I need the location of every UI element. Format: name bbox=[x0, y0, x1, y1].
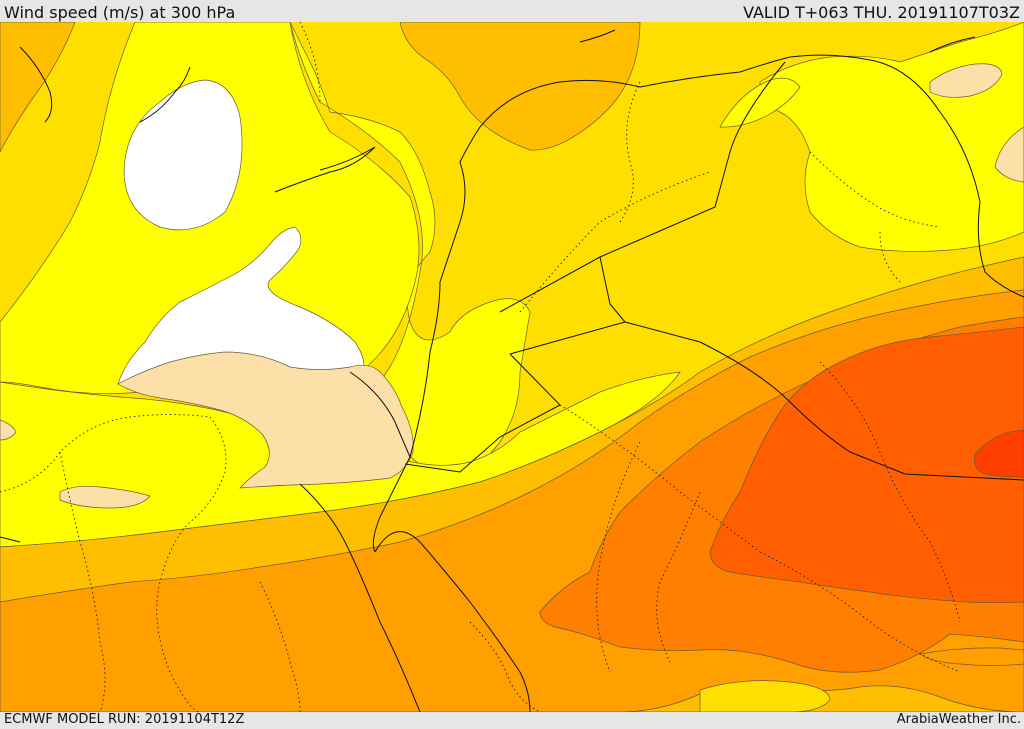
wind-speed-map bbox=[0, 22, 1024, 712]
credit-label: ArabiaWeather Inc. bbox=[896, 712, 1021, 727]
contour-red bbox=[974, 429, 1024, 478]
contour-yellow-lake bbox=[719, 77, 801, 128]
contour-beige-west bbox=[0, 419, 17, 441]
header-bar: Wind speed (m/s) at 300 hPa VALID T+063 … bbox=[0, 0, 1024, 22]
footer-bar: ECMWF MODEL RUN: 20191104T12Z ArabiaWeat… bbox=[0, 712, 1024, 729]
map-title: Wind speed (m/s) at 300 hPa bbox=[4, 3, 236, 22]
contour-yellow-sliver bbox=[699, 680, 831, 712]
contour-beige-east bbox=[994, 126, 1024, 183]
contour-beige-libya bbox=[59, 485, 151, 509]
valid-time-label: VALID T+063 THU. 20191107T03Z bbox=[743, 3, 1020, 22]
province-boundaries bbox=[0, 22, 961, 712]
contour-orange-tail bbox=[919, 647, 1024, 666]
country-borders bbox=[0, 29, 1024, 712]
contour-amber-northwest bbox=[0, 22, 76, 153]
model-run-label: ECMWF MODEL RUN: 20191104T12Z bbox=[4, 712, 245, 727]
contour-yellow-west bbox=[135, 22, 531, 475]
contour-beige-egypt bbox=[117, 351, 414, 489]
contour-white-north bbox=[123, 79, 243, 231]
contour-beige-iran bbox=[929, 63, 1003, 98]
contour-amber-north bbox=[399, 22, 641, 151]
